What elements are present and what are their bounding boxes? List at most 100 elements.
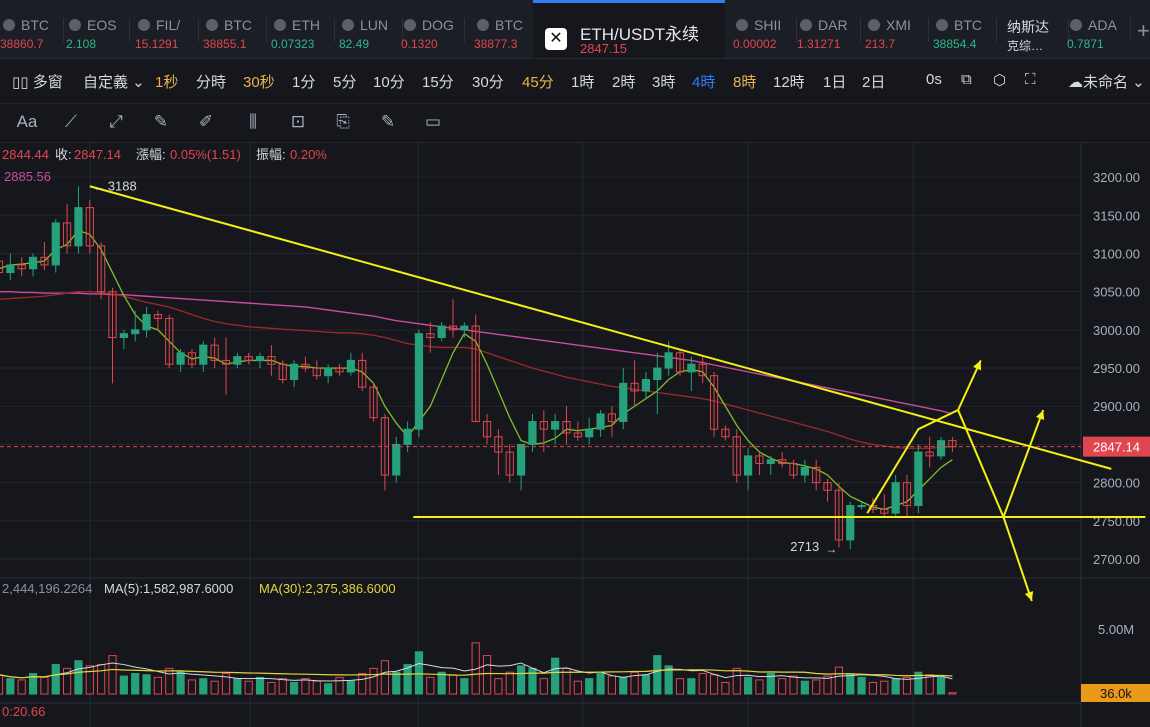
ticker-eth-4[interactable]: ETH 0.07323	[271, 0, 335, 58]
candle-body	[517, 443, 526, 476]
candle-body	[721, 428, 730, 438]
volume-bar	[868, 681, 878, 695]
candle-body	[221, 359, 231, 365]
ticker-shii-8[interactable]: SHII 0.00002	[733, 0, 797, 58]
timeframe-3[interactable]: 1分	[292, 74, 316, 91]
ticker--12[interactable]: 纳斯达 克综…	[1005, 0, 1069, 58]
ticker-dog-6[interactable]: DOG 0.1320	[401, 0, 465, 58]
ticker-lun-5[interactable]: LUN 82.49	[339, 0, 403, 58]
ticker-eos-1[interactable]: EOS 2.108	[66, 0, 130, 58]
divider	[129, 18, 130, 42]
divider	[266, 18, 267, 42]
candle-body	[562, 421, 571, 434]
ticker-name: FIL/	[156, 17, 181, 33]
volume-bar	[789, 675, 798, 695]
candle-body	[74, 207, 83, 247]
settings-icon[interactable]: ⬡	[993, 72, 1007, 89]
candle-icon[interactable]: ⫼	[249, 112, 257, 131]
timeframe-15[interactable]: 1日	[823, 74, 847, 91]
volume-bar	[494, 678, 503, 695]
multi-window-button[interactable]: ▯▯ 多窗	[12, 71, 63, 92]
candle-body	[244, 356, 253, 361]
volume-bar	[800, 680, 809, 695]
popout-icon[interactable]: ⧉	[961, 71, 972, 88]
volume-bar	[255, 676, 265, 695]
timeframe-6[interactable]: 15分	[422, 74, 454, 91]
candle-body	[51, 222, 60, 266]
candle-body	[494, 436, 503, 453]
volume-bar	[709, 674, 719, 695]
candle-body	[482, 421, 492, 438]
timeframe-1[interactable]: 分時	[196, 74, 227, 91]
volume-bar	[914, 671, 923, 695]
active-ticker-tab[interactable]: ✕ ETH/USDT永续 2847.15	[533, 0, 725, 58]
ticker-xmi-10[interactable]: XMI 213.7	[865, 0, 929, 58]
note-icon[interactable]: ✎	[380, 112, 396, 131]
copy-icon[interactable]: ⎘	[336, 112, 350, 131]
ticker-btc-0[interactable]: BTC 38860.7	[0, 0, 64, 58]
candle-body	[789, 463, 798, 476]
ticker-fil-2[interactable]: FIL/15.1291	[135, 0, 199, 58]
ruler-icon[interactable]: ⟋	[65, 112, 77, 131]
timeframe-13[interactable]: 8時	[733, 74, 757, 91]
volume-bar	[403, 664, 412, 695]
candle-body	[131, 329, 140, 335]
timeframe-9[interactable]: 1時	[571, 74, 595, 91]
divider	[334, 18, 335, 42]
custom-dropdown[interactable]: 自定義 ⌄	[83, 71, 145, 92]
timeframe-7[interactable]: 30分	[472, 74, 504, 91]
add-ticker-button[interactable]: +	[1137, 18, 1150, 43]
ticker-price: 82.49	[339, 37, 370, 51]
ticker-price: 1.31271	[797, 37, 841, 51]
countdown-label: 0s	[926, 71, 942, 88]
ticker-name: DOG	[422, 17, 454, 33]
ticker-price: 2.108	[66, 37, 97, 51]
volume-bar	[619, 676, 628, 695]
volume-bar	[573, 680, 582, 695]
candle-body	[278, 363, 287, 381]
text-icon[interactable]: Aa	[16, 112, 38, 131]
volume-bar	[369, 667, 378, 695]
ticker-dar-9[interactable]: DAR 1.31271	[797, 0, 861, 58]
timeframe-0[interactable]: 1秒	[155, 74, 179, 91]
brush-icon[interactable]: ✐	[198, 112, 214, 131]
timeframe-2[interactable]: 30秒	[243, 74, 275, 91]
trash-icon[interactable]: ▭	[424, 112, 442, 131]
ohlc-change: 0.05%(1.51)	[170, 147, 241, 162]
ticker-btc-3[interactable]: BTC 38855.1	[203, 0, 267, 58]
layout-name: 未命名	[1083, 74, 1129, 91]
ticker-btc-11[interactable]: BTC 38854.4	[933, 0, 997, 58]
ticker-btc-7[interactable]: BTC 38877.3	[474, 0, 538, 58]
volume-bar	[187, 679, 197, 695]
fullscreen-icon[interactable]: ⛶	[1025, 71, 1036, 88]
candle-body	[846, 505, 855, 541]
timeframe-5[interactable]: 10分	[373, 74, 405, 91]
ohlc-close: 2847.14	[74, 147, 121, 162]
timeframe-8[interactable]: 45分	[522, 74, 554, 91]
measure-icon[interactable]: ⤢	[109, 112, 123, 131]
candle-body	[936, 440, 946, 457]
timeframe-12[interactable]: 4時	[692, 74, 716, 91]
ohlc-change-label: 漲幅:	[136, 147, 166, 162]
ticker-ada-13[interactable]: ADA 0.7871	[1067, 0, 1131, 58]
timeframe-16[interactable]: 2日	[862, 74, 886, 91]
candle-body	[641, 379, 651, 392]
volume-bar	[812, 679, 821, 695]
divider	[464, 18, 465, 42]
timeframe-4[interactable]: 5分	[333, 74, 357, 91]
volume-bar	[153, 676, 163, 695]
volume-ma30-label: MA(30):2,375,386.6000	[259, 581, 396, 596]
volume-bar	[335, 676, 344, 695]
lock-icon[interactable]: ⊡	[290, 112, 306, 131]
timeframe-11[interactable]: 3時	[652, 74, 676, 91]
volume-bar	[482, 655, 492, 695]
candle-body	[403, 428, 412, 445]
ticker-name: ETH	[292, 17, 320, 33]
ticker-price: 0.00002	[733, 37, 777, 51]
candle-body	[755, 455, 764, 465]
timeframe-10[interactable]: 2時	[612, 74, 636, 91]
timeframe-14[interactable]: 12時	[773, 74, 805, 91]
cloud-layout-button[interactable]: ☁未命名 ⌄	[1068, 71, 1145, 92]
pencil-icon[interactable]: ✎	[153, 112, 169, 131]
